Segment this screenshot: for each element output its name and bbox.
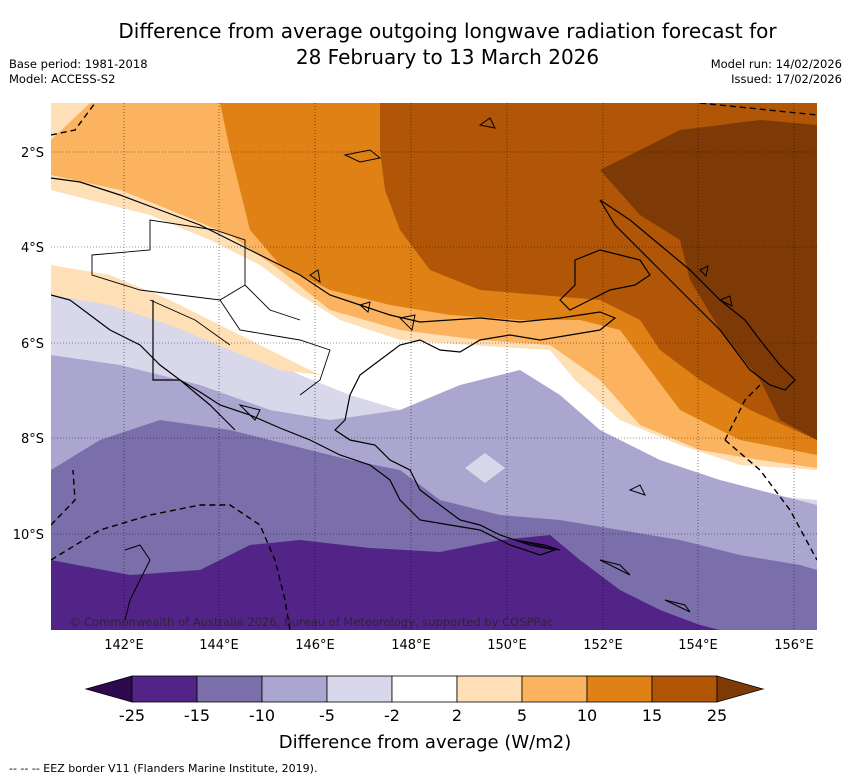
new-guinea-coastline — [51, 177, 617, 556]
lon-label: 146°E — [295, 638, 335, 653]
lon-label: 144°E — [199, 638, 239, 653]
colorbar: -25 -15 -10 -5 -2 2 5 10 15 25 — [84, 675, 765, 725]
map-title: Difference from average outgoing longwav… — [60, 18, 835, 70]
lon-label: 142°E — [104, 638, 144, 653]
colorbar-segment — [651, 675, 718, 703]
lon-label: 150°E — [487, 638, 527, 653]
colorbar-segment — [261, 675, 328, 703]
latitude-labels: 2°S 4°S 6°S 8°S 10°S — [13, 146, 44, 543]
colorbar-segment — [326, 675, 393, 703]
meta-right: Model run: 14/02/2026 Issued: 17/02/2026 — [711, 57, 842, 87]
issued-date: Issued: 17/02/2026 — [731, 72, 842, 86]
lon-label: 152°E — [583, 638, 623, 653]
model-name: Model: ACCESS-S2 — [9, 72, 116, 86]
lat-label: 4°S — [21, 241, 44, 256]
anomaly-band-warm-strip — [51, 265, 320, 375]
lat-label: 6°S — [21, 337, 44, 352]
torres-coastline — [124, 544, 151, 621]
colorbar-tick-label: 5 — [517, 706, 527, 725]
colorbar-tick-label: -15 — [184, 706, 210, 725]
colorbar-segment — [131, 675, 198, 703]
islands — [238, 117, 733, 613]
lat-label: 8°S — [21, 432, 44, 447]
anomaly-band-neutral — [51, 190, 817, 500]
new-ireland-coastline — [599, 199, 796, 391]
colorbar-segment — [456, 675, 523, 703]
colorbar-tick-label: -2 — [384, 706, 400, 725]
lat-label: 2°S — [21, 146, 44, 161]
copyright-note: © Commonwealth of Australia 2026, Bureau… — [69, 615, 553, 629]
lon-label: 156°E — [774, 638, 814, 653]
png-indonesia-border — [152, 300, 236, 431]
title-line-2: 28 February to 13 March 2026 — [295, 45, 600, 69]
colorbar-tick-label: -25 — [119, 706, 145, 725]
colorbar-tick-label: 25 — [707, 706, 727, 725]
colorbar-segment — [196, 675, 263, 703]
eez-legend-note: -- -- -- EEZ border V11 (Flanders Marine… — [9, 762, 318, 775]
meta-left: Base period: 1981-2018 Model: ACCESS-S2 — [9, 57, 148, 87]
base-period: Base period: 1981-2018 — [9, 57, 148, 71]
lon-label: 154°E — [678, 638, 718, 653]
anomaly-patch — [465, 453, 505, 483]
colorbar-segment — [391, 675, 458, 703]
graticule — [51, 103, 817, 630]
contour-fields — [51, 103, 817, 630]
new-britain-coastline — [559, 249, 651, 311]
colorbar-tick-label: 15 — [642, 706, 662, 725]
eez-border — [51, 103, 817, 630]
model-run: Model run: 14/02/2026 — [710, 57, 842, 71]
lat-label: 10°S — [13, 528, 44, 543]
colorbar-tick-label: 10 — [577, 706, 597, 725]
colorbar-segment — [586, 675, 653, 703]
anomaly-band-minus15-minus25 — [51, 535, 720, 630]
colorbar-tick-label: -10 — [249, 706, 275, 725]
colorbar-label: Difference from average (W/m2) — [279, 732, 571, 753]
colorbar-extend-high — [716, 675, 765, 703]
anomaly-band-over-25 — [600, 120, 817, 440]
title-line-1: Difference from average outgoing longwav… — [118, 19, 777, 43]
province-boundaries — [91, 219, 331, 396]
colorbar-tick-label: -5 — [319, 706, 335, 725]
colorbar-tick-label: 2 — [452, 706, 462, 725]
colorbar-extend-low — [84, 675, 133, 703]
longitude-labels: 142°E 144°E 146°E 148°E 150°E 152°E 154°… — [104, 638, 814, 653]
lon-label: 148°E — [391, 638, 431, 653]
colorbar-segment — [521, 675, 588, 703]
